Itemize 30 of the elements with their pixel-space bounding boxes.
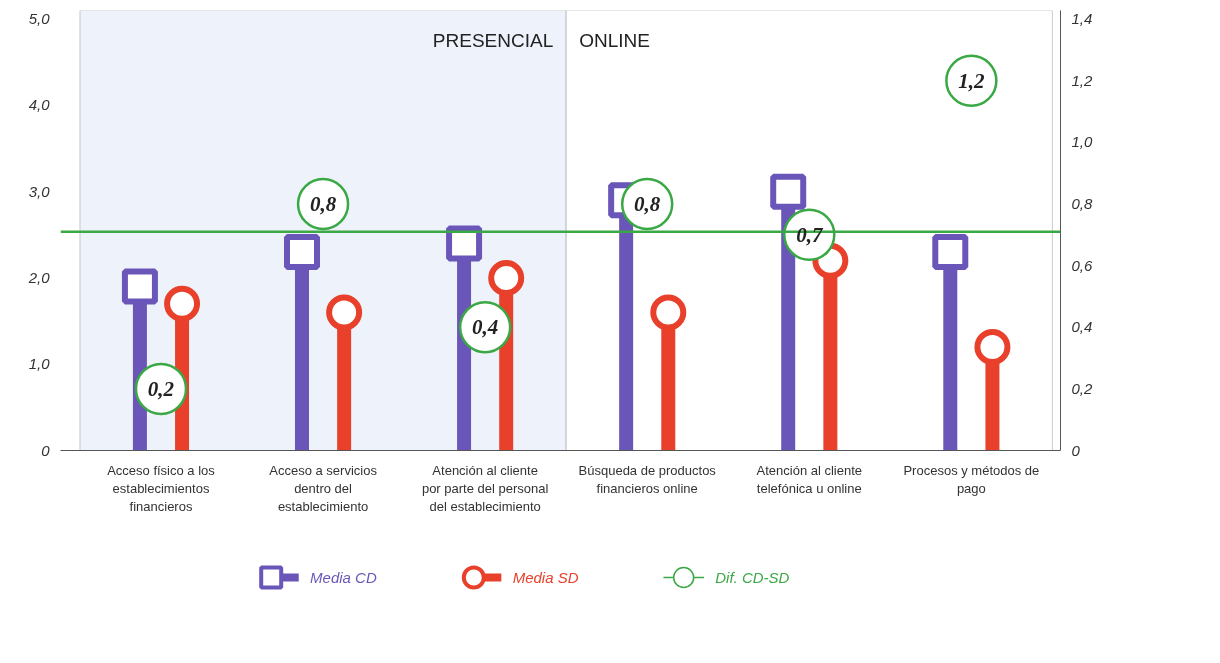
y2-tick-label: 0,2	[1071, 379, 1094, 397]
x-tick-label: Atención al cliente por parte del personal del establecimiento	[421, 462, 549, 514]
y-tick-label: 2,0	[27, 268, 51, 286]
y-tick-label: 5,0	[28, 10, 51, 28]
data-label: 0,4	[472, 315, 499, 340]
legend-label: Media CD	[310, 569, 377, 586]
x-tick-label: Búsqueda de productos financieros online	[578, 462, 717, 496]
y-tick-label: 0	[41, 441, 51, 459]
legend-label: Media SD	[512, 569, 579, 586]
x-tick-label: Acceso a servicios dentro del establecimiento	[269, 462, 378, 514]
y2-tick-label: 1,2	[1071, 71, 1094, 89]
data-label: 0,8	[634, 192, 661, 216]
y-tick-label: 4,0	[28, 96, 51, 114]
data-label: 0,8	[309, 192, 337, 216]
y2-tick-label: 0,6	[1071, 256, 1094, 274]
y-tick-label: 3,0	[28, 182, 51, 200]
data-label: 1,2	[958, 68, 985, 93]
y2-tick-label: 0,8	[1071, 195, 1094, 212]
x-tick-label: Procesos y métodos de pago	[903, 462, 1040, 496]
legend-label: Dif. CD-SD	[715, 569, 790, 586]
y2-tick-label: 0,4	[1071, 318, 1093, 336]
y2-tick-label: 1,4	[1071, 10, 1093, 28]
x-tick-label: Atención al cliente telefónica u online	[756, 462, 863, 496]
band-label: ONLINE	[579, 29, 650, 51]
x-tick-label: Acceso físico a los establecimientos financieros	[107, 462, 216, 514]
data-label: 0,2	[147, 376, 175, 401]
y2-tick-label: 1,0	[1071, 133, 1094, 151]
y-tick-label: 1,0	[28, 355, 51, 373]
band-label: PRESENCIAL	[432, 29, 554, 51]
y2-tick-label: 0	[1071, 441, 1081, 459]
